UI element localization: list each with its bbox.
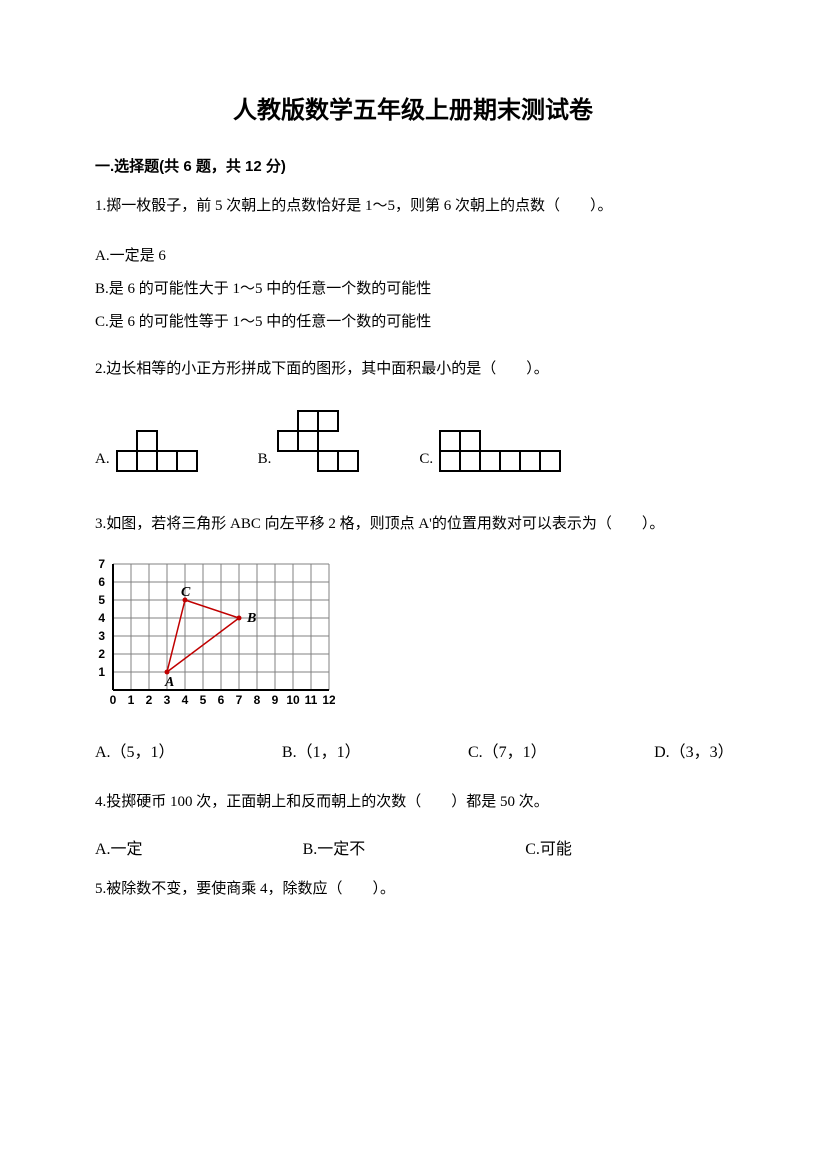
q2-text: 2.边长相等的小正方形拼成下面的图形，其中面积最小的是（ ）。 — [95, 357, 731, 383]
svg-text:6: 6 — [218, 693, 225, 707]
polyomino-b — [277, 410, 359, 472]
page-title: 人教版数学五年级上册期末测试卷 — [95, 90, 731, 125]
svg-text:C: C — [181, 585, 191, 600]
svg-text:2: 2 — [98, 647, 105, 661]
polyomino-a — [116, 430, 198, 472]
svg-text:7: 7 — [236, 693, 243, 707]
q2-shape-b: B. — [258, 410, 360, 472]
q4-options: A.一定 B.一定不 C.可能 — [95, 835, 731, 859]
q2-shape-a: A. — [95, 430, 198, 472]
q2-shapes: A. B. C. — [95, 410, 731, 472]
q1-options: A.一定是 6 B.是 6 的可能性大于 1～5 中的任意一个数的可能性 C.是… — [95, 240, 731, 339]
q2-shape-c: C. — [419, 430, 561, 472]
q3-opt-c: C.（7，1） — [468, 738, 544, 762]
svg-text:4: 4 — [98, 611, 105, 625]
q4-text: 4.投掷硬币 100 次，正面朝上和反而朝上的次数（ ）都是 50 次。 — [95, 790, 731, 816]
q1-opt-a: A.一定是 6 — [95, 240, 731, 273]
svg-text:11: 11 — [305, 693, 318, 707]
svg-text:12: 12 — [322, 693, 335, 707]
svg-text:B: B — [246, 611, 256, 626]
svg-text:A: A — [164, 675, 174, 690]
q4-opt-a: A.一定 — [95, 835, 143, 859]
q1-text: 1.掷一枚骰子，前 5 次朝上的点数恰好是 1～5，则第 6 次朝上的点数（ ）… — [95, 194, 731, 220]
svg-text:6: 6 — [98, 575, 105, 589]
svg-text:3: 3 — [164, 693, 171, 707]
svg-text:3: 3 — [98, 629, 105, 643]
q2-label-b: B. — [258, 451, 272, 472]
svg-text:5: 5 — [200, 693, 207, 707]
q2-label-c: C. — [419, 451, 433, 472]
svg-text:4: 4 — [182, 693, 189, 707]
q4-opt-b: B.一定不 — [303, 835, 366, 859]
q3-opt-a: A.（5，1） — [95, 738, 172, 762]
section-heading: 一.选择题(共 6 题，共 12 分) — [95, 155, 731, 176]
q1-opt-c: C.是 6 的可能性等于 1～5 中的任意一个数的可能性 — [95, 306, 731, 339]
q3-options: A.（5，1） B.（1，1） C.（7，1） D.（3，3） — [95, 738, 731, 762]
q3-opt-b: B.（1，1） — [282, 738, 358, 762]
q2-label-a: A. — [95, 451, 110, 472]
q4-opt-c: C.可能 — [525, 835, 572, 859]
q1-opt-b: B.是 6 的可能性大于 1～5 中的任意一个数的可能性 — [95, 273, 731, 306]
q3-text: 3.如图，若将三角形 ABC 向左平移 2 格，则顶点 A'的位置用数对可以表示… — [95, 512, 731, 538]
svg-text:0: 0 — [110, 693, 117, 707]
triangle-grid-chart: 01234567891011121234567ABC — [95, 558, 335, 708]
polyomino-c — [439, 430, 561, 472]
q3-grid: 01234567891011121234567ABC — [95, 558, 731, 708]
svg-text:5: 5 — [98, 593, 105, 607]
q5-text: 5.被除数不变，要使商乘 4，除数应（ ）。 — [95, 877, 731, 903]
q3-opt-d: D.（3，3） — [654, 738, 731, 762]
svg-text:7: 7 — [98, 558, 105, 571]
svg-text:9: 9 — [272, 693, 279, 707]
svg-text:10: 10 — [286, 693, 300, 707]
svg-text:1: 1 — [98, 665, 105, 679]
svg-text:8: 8 — [254, 693, 261, 707]
exam-page: 人教版数学五年级上册期末测试卷 一.选择题(共 6 题，共 12 分) 1.掷一… — [0, 0, 826, 1169]
svg-text:1: 1 — [128, 693, 135, 707]
svg-text:2: 2 — [146, 693, 153, 707]
